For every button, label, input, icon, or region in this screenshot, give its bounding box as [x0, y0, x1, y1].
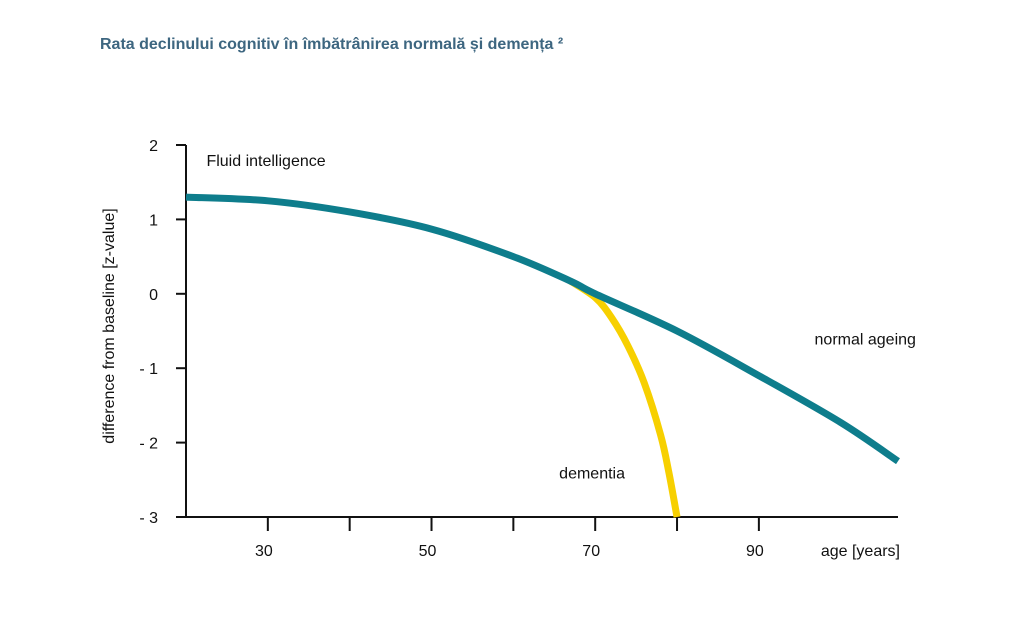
y-axis-label: difference from baseline [z-value] [101, 208, 118, 443]
y-tick-label: 1 [149, 212, 158, 229]
x-tick-label: 90 [746, 543, 764, 560]
y-tick-label: 2 [149, 138, 158, 155]
y-tick-label: - 3 [139, 510, 158, 527]
y-tick-label: 0 [149, 287, 158, 304]
chart-title: Rata declinului cognitiv în îmbătrânirea… [100, 36, 564, 53]
y-tick-label: - 1 [139, 361, 158, 378]
series-line-dementia [568, 278, 681, 518]
x-tick-label: 70 [582, 543, 600, 560]
x-tick-label: 50 [419, 543, 437, 560]
series-line-normal-ageing [185, 193, 900, 465]
annotation-normal-ageing: normal ageing [815, 331, 916, 348]
annotation-fluid-intelligence: Fluid intelligence [206, 153, 325, 170]
x-axis-label: age [years] [821, 543, 900, 560]
x-tick-label: 30 [255, 543, 273, 560]
y-tick-label: - 2 [139, 436, 158, 453]
annotation-dementia: dementia [559, 465, 625, 482]
